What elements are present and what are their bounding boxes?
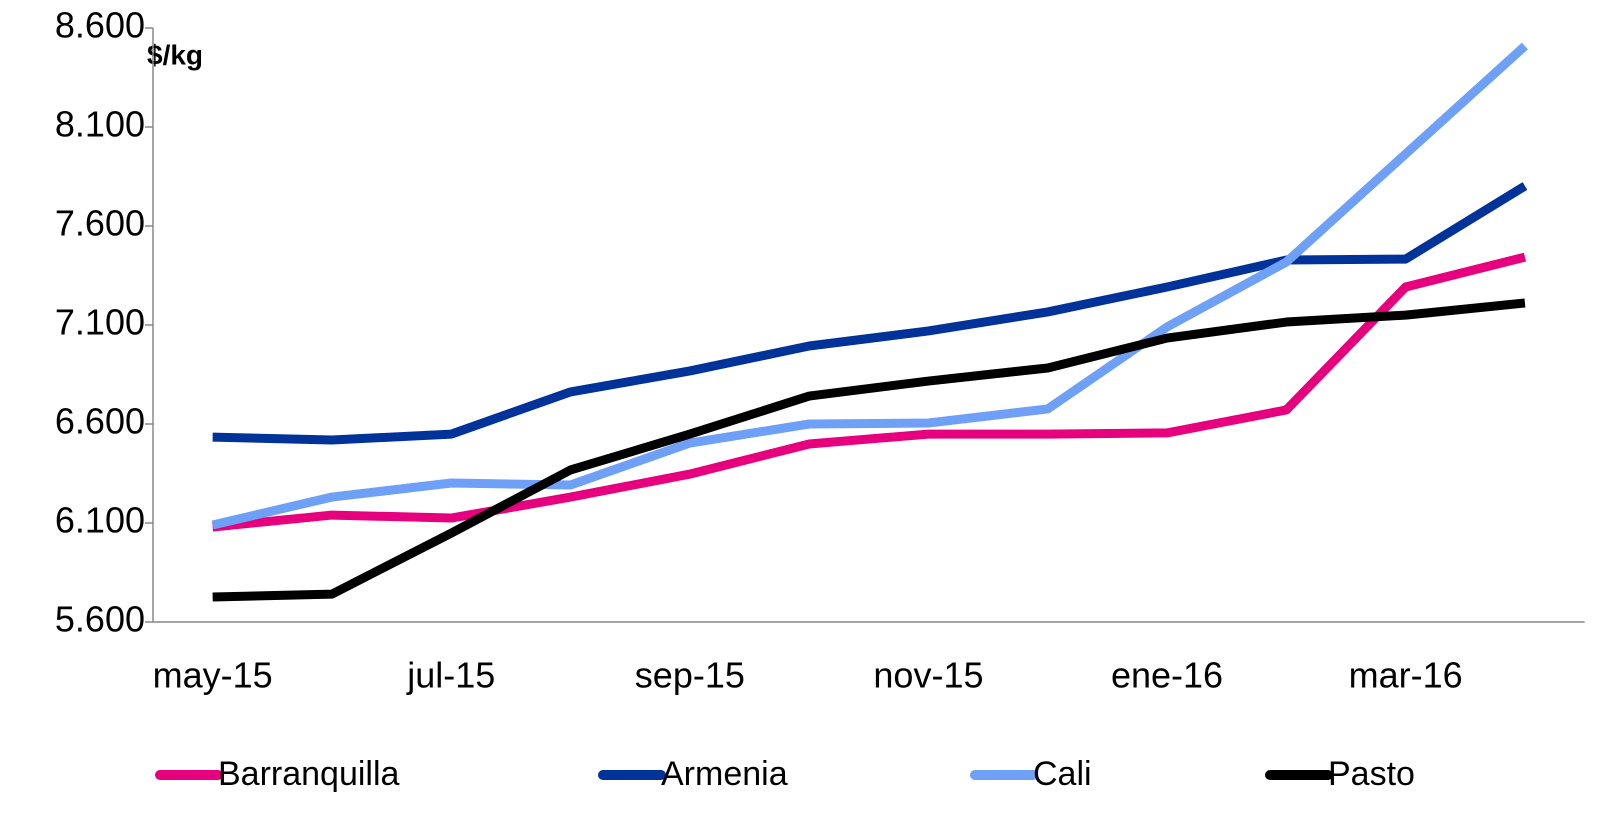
x-tick-label: nov-15: [873, 655, 983, 696]
y-tick-label: 7.100: [55, 302, 145, 343]
y-tick-label: 5.600: [55, 599, 145, 640]
legend-label: Barranquilla: [218, 755, 400, 793]
x-tick-label: jul-15: [406, 655, 495, 696]
series-line: [212, 298, 1526, 602]
series-line: [212, 252, 1527, 532]
series-line: [211, 42, 1528, 530]
x-tick-label: mar-16: [1349, 655, 1463, 696]
y-tick-label: 8.100: [55, 104, 145, 145]
series-line: [212, 182, 1528, 445]
x-tick-label: sep-15: [635, 655, 745, 696]
x-tick-label: may-15: [153, 655, 273, 696]
y-axis-label: $/kg: [147, 39, 203, 70]
x-tick-label: ene-16: [1111, 655, 1223, 696]
legend-label: Pasto: [1328, 755, 1415, 793]
y-tick-label: 6.100: [55, 500, 145, 541]
y-tick-label: 8.600: [55, 5, 145, 46]
legend-label: Cali: [1033, 755, 1092, 793]
legend-label: Armenia: [661, 755, 788, 793]
y-tick-label: 7.600: [55, 203, 145, 244]
y-tick-label: 6.600: [55, 401, 145, 442]
